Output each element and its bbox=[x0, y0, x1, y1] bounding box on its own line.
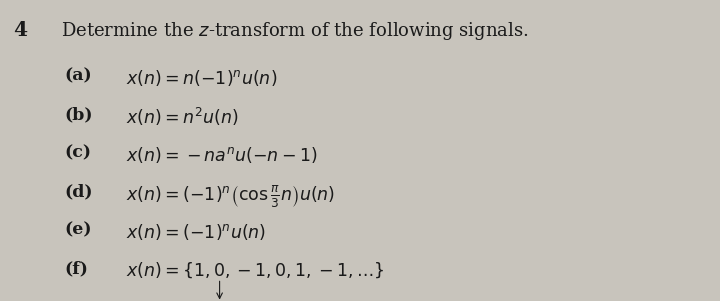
Text: (e): (e) bbox=[65, 222, 92, 239]
Text: (d): (d) bbox=[65, 183, 94, 200]
Text: $x(n) = n(-1)^n u(n)$: $x(n) = n(-1)^n u(n)$ bbox=[126, 68, 277, 88]
Text: $x(n) = -na^n u(-n-1)$: $x(n) = -na^n u(-n-1)$ bbox=[126, 145, 318, 165]
Text: $x(n) = (-1)^n u(n)$: $x(n) = (-1)^n u(n)$ bbox=[126, 222, 266, 242]
Text: $x(n) = \{1, 0, -1, 0, 1, -1, \ldots\}$: $x(n) = \{1, 0, -1, 0, 1, -1, \ldots\}$ bbox=[126, 260, 384, 280]
Text: (c): (c) bbox=[65, 145, 92, 162]
Text: (b): (b) bbox=[65, 106, 94, 123]
Text: $x(n) = n^2 u(n)$: $x(n) = n^2 u(n)$ bbox=[126, 106, 239, 128]
Text: (f): (f) bbox=[65, 260, 89, 277]
Text: 4: 4 bbox=[13, 20, 27, 39]
Text: Determine the $z$-transform of the following signals.: Determine the $z$-transform of the follo… bbox=[61, 20, 528, 42]
Text: (a): (a) bbox=[65, 68, 92, 85]
Text: $x(n) = (-1)^n \left(\cos \frac{\pi}{3}n\right) u(n)$: $x(n) = (-1)^n \left(\cos \frac{\pi}{3}n… bbox=[126, 183, 335, 209]
